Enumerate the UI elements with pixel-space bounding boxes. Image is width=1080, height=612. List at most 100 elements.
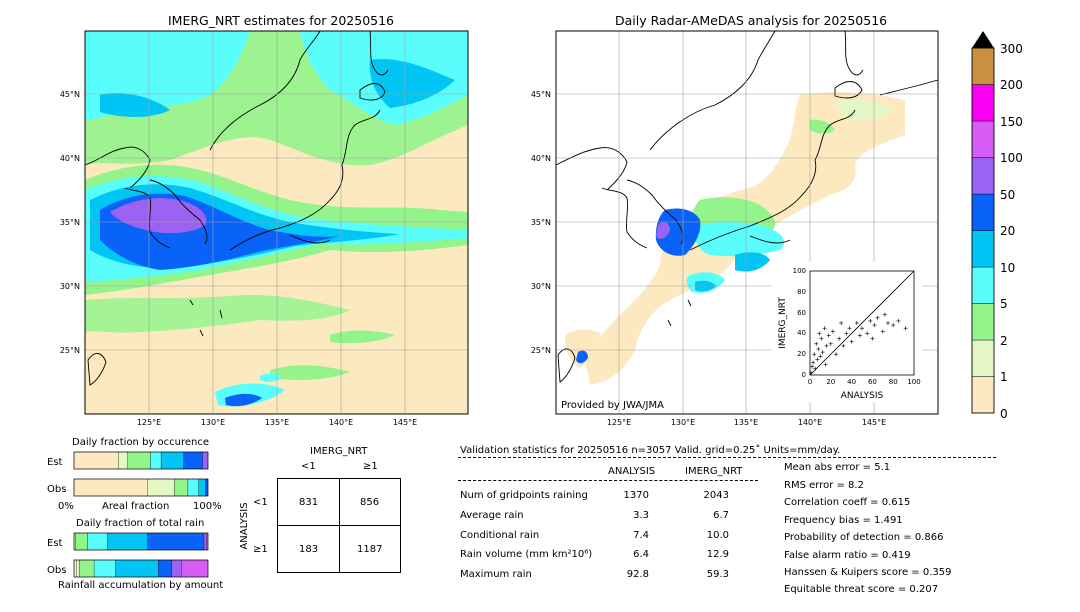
rain-fraction-title: Daily fraction of total rain bbox=[76, 518, 205, 529]
fraction-segment bbox=[171, 559, 182, 578]
scatter-point bbox=[819, 336, 824, 341]
colorbar-bin bbox=[971, 339, 995, 377]
stat-row-analysis: 3.3 bbox=[633, 510, 649, 521]
colorbar-tick-labels: 0 1 2 5 10 20 50 100 150 200 300 bbox=[1000, 42, 1023, 420]
stat-row-analysis: 92.8 bbox=[626, 569, 649, 580]
scatter-x-ticks: 0 20 40 60 80 100 bbox=[808, 378, 921, 386]
lat-label: 30°N bbox=[60, 282, 80, 291]
lat-label: 25°N bbox=[531, 346, 551, 355]
fraction-segment bbox=[183, 451, 203, 470]
contingency-top-title: IMERG_NRT bbox=[310, 446, 368, 457]
scatter-y-tick: 20 bbox=[797, 350, 806, 358]
validation-header: Validation statistics for 20250516 n=305… bbox=[460, 445, 841, 456]
stat-row-imerg: 10.0 bbox=[706, 530, 729, 541]
lon-label: 145°E bbox=[393, 418, 417, 427]
fraction-segment bbox=[181, 559, 209, 578]
lon-label: 140°E bbox=[798, 418, 822, 427]
fraction-segment bbox=[75, 532, 88, 551]
scatter-point bbox=[865, 331, 870, 336]
fraction-bar-frame bbox=[73, 451, 209, 470]
scatter-y-tick: 0 bbox=[802, 371, 806, 379]
fraction-segment bbox=[87, 532, 108, 551]
scatter-point bbox=[814, 341, 819, 346]
scatter-y-tick: 40 bbox=[797, 329, 806, 337]
stat-row-imerg: 2043 bbox=[703, 490, 729, 501]
scatter-point bbox=[837, 336, 842, 341]
left-map-frame bbox=[84, 30, 469, 415]
contingency-col-label: ≥1 bbox=[363, 461, 378, 472]
lat-label: 30°N bbox=[531, 282, 551, 291]
lon-label: 135°E bbox=[265, 418, 289, 427]
left-map: 45°N 40°N 35°N 30°N 25°N 125°E 130°E 135… bbox=[60, 30, 469, 427]
scatter-point bbox=[872, 323, 877, 328]
contingency-grid bbox=[277, 478, 401, 573]
scatter-ylabel: IMERG_NRT bbox=[778, 297, 788, 349]
lon-label: 130°E bbox=[201, 418, 225, 427]
occurrence-row-obs: Obs bbox=[47, 484, 67, 495]
rain-fraction-row-obs: Obs bbox=[47, 565, 67, 576]
fraction-bar-frame bbox=[73, 478, 209, 497]
right-map-coastlines bbox=[555, 30, 939, 383]
score-line: RMS error = 8.2 bbox=[784, 480, 864, 491]
fraction-segment bbox=[115, 559, 159, 578]
fraction-segment bbox=[93, 559, 116, 578]
lat-label: 40°N bbox=[60, 154, 80, 163]
fraction-segment bbox=[203, 532, 207, 551]
scatter-point bbox=[891, 323, 896, 328]
colorbar-tick: 300 bbox=[1000, 42, 1023, 56]
stat-row-label: Average rain bbox=[460, 510, 524, 521]
scatter-x-tick: 20 bbox=[826, 378, 835, 386]
lat-label: 45°N bbox=[60, 90, 80, 99]
rain-fraction-bars bbox=[73, 532, 209, 578]
left-map-coastlines bbox=[84, 30, 389, 386]
colorbar-tick: 20 bbox=[1000, 224, 1015, 238]
occurrence-row-est: Est bbox=[47, 457, 63, 468]
fraction-segment bbox=[73, 478, 148, 497]
scatter-point bbox=[823, 362, 828, 367]
scatter-point bbox=[854, 321, 859, 325]
contingency-row-title: ANALYSIS bbox=[239, 502, 250, 549]
stat-row-label: Maximum rain bbox=[460, 569, 532, 580]
left-map-gridlines bbox=[85, 31, 468, 414]
right-map-lat-labels: 45°N 40°N 35°N 30°N 25°N bbox=[531, 90, 551, 355]
fraction-bar-frame bbox=[73, 532, 209, 551]
colorbar-bin bbox=[971, 376, 995, 414]
lon-label: 140°E bbox=[329, 418, 353, 427]
lat-label: 35°N bbox=[60, 218, 80, 227]
colorbar-frame bbox=[971, 47, 995, 414]
colorbar-bin bbox=[971, 230, 995, 268]
lat-label: 25°N bbox=[60, 346, 80, 355]
contingency-row-label: ≥1 bbox=[253, 544, 268, 555]
right-map-title: Daily Radar-AMeDAS analysis for 20250516 bbox=[615, 13, 888, 28]
lat-label: 45°N bbox=[531, 90, 551, 99]
fraction-segment bbox=[160, 451, 185, 470]
fraction-bar-frame bbox=[73, 559, 209, 578]
scatter-x-tick: 100 bbox=[907, 378, 920, 386]
scatter-y-tick: 80 bbox=[797, 288, 806, 296]
contingency-cell: 183 bbox=[299, 544, 319, 555]
colorbar: 0 1 2 5 10 20 50 100 150 200 300 bbox=[971, 31, 1023, 420]
occurrence-axis-label: Areal fraction bbox=[102, 501, 170, 512]
scatter-x-tick: 40 bbox=[847, 378, 856, 386]
scatter-point bbox=[903, 326, 908, 331]
occurrence-axis-left: 0% bbox=[58, 501, 74, 512]
scatter-point bbox=[896, 318, 901, 323]
scatter-point bbox=[811, 360, 816, 365]
rain-fraction-footer: Rainfall accumulation by amount bbox=[58, 580, 224, 591]
fraction-segment bbox=[127, 451, 151, 470]
colorbar-bin bbox=[971, 120, 995, 158]
scatter-x-tick: 80 bbox=[889, 378, 898, 386]
contingency-col-label: <1 bbox=[301, 461, 316, 472]
rain-fraction-row-est: Est bbox=[47, 538, 63, 549]
lon-label: 125°E bbox=[607, 418, 631, 427]
colorbar-bins bbox=[971, 47, 995, 414]
lat-label: 40°N bbox=[531, 154, 551, 163]
scatter-point bbox=[844, 331, 849, 336]
scatter-point bbox=[826, 333, 831, 338]
right-map-lon-labels: 125°E 130°E 135°E 140°E 145°E bbox=[607, 418, 886, 427]
colorbar-bin bbox=[971, 84, 995, 122]
fraction-segment bbox=[202, 451, 209, 470]
scatter-point bbox=[810, 364, 815, 369]
scatter-point bbox=[849, 339, 854, 344]
score-line: False alarm ratio = 0.419 bbox=[784, 550, 911, 561]
